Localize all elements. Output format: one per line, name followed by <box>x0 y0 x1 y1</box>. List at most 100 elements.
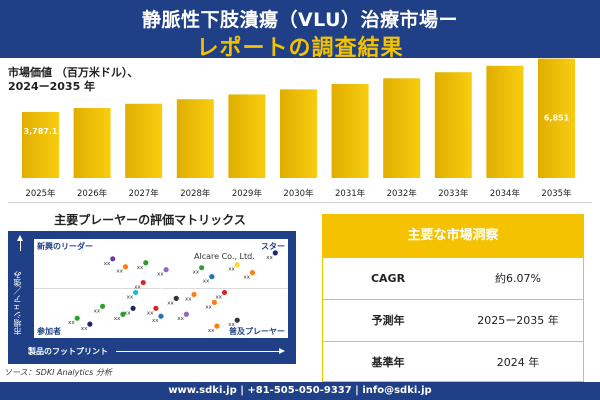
insight-key: 基準年 <box>371 356 405 369</box>
x-tick-label: 2031年 <box>335 188 366 199</box>
quadrant-participants: 参加者 <box>37 327 61 336</box>
company-point-label: xx <box>185 296 192 302</box>
matrix-x-axis-label: 製品のフットプリント <box>28 347 108 356</box>
company-point-label: xx <box>216 294 223 300</box>
company-point-label: xx <box>94 308 101 314</box>
company-point <box>214 323 220 329</box>
x-axis-arrow-icon <box>116 348 285 354</box>
company-point-label: xx <box>152 318 159 324</box>
company-point <box>158 313 164 319</box>
x-tick-label: 2025年 <box>25 188 56 199</box>
data-label: 3,787.1 <box>24 127 58 136</box>
company-point-label: xx <box>177 316 184 322</box>
x-tick-label: 2033年 <box>438 188 469 199</box>
company-point <box>272 250 278 256</box>
company-point <box>130 305 136 311</box>
source-note: ソース：SDKI Analytics 分析 <box>4 368 112 377</box>
bar <box>538 58 575 178</box>
company-point-label: xx <box>228 267 235 273</box>
x-tick-label: 2034年 <box>490 188 521 199</box>
company-point <box>87 321 93 327</box>
company-point-label: xx <box>167 300 174 306</box>
bar <box>73 107 111 178</box>
x-tick-label: 2026年 <box>77 188 108 199</box>
company-point-label: xx <box>203 279 210 285</box>
x-tick-label: 2027年 <box>129 188 160 199</box>
bar <box>331 83 369 178</box>
company-point <box>199 265 205 271</box>
matrix-title: 主要プレーヤーの評価マトリックス <box>54 213 246 227</box>
company-point-label: xx <box>193 270 200 276</box>
company-point <box>209 274 215 280</box>
company-point-label: xx <box>124 310 131 316</box>
data-label: 6,851 <box>544 114 570 123</box>
contact-footer: www.sdki.jp | +81-505-050-9337 | info@sd… <box>0 382 600 400</box>
company-point-label: xx <box>127 294 134 300</box>
highlight-company-label: Alcare Co., Ltd. <box>194 252 255 261</box>
company-point-label: xx <box>81 326 88 332</box>
insight-row-base-year: 基準年 2024 年 <box>323 341 583 383</box>
company-point-label: xx <box>137 265 144 271</box>
company-point <box>173 295 179 301</box>
report-title: 静脈性下肢潰瘍（VLU）治療市場ー <box>141 9 459 31</box>
quadrant-stars: スター <box>261 242 285 251</box>
company-point <box>140 279 146 286</box>
header-banner: 静脈性下肢潰瘍（VLU）治療市場ー レポートの調査結果 <box>0 0 600 61</box>
bar <box>486 65 524 178</box>
company-point <box>122 264 129 270</box>
company-point <box>133 289 139 296</box>
insight-key: 予測年 <box>371 314 405 327</box>
bar <box>176 99 214 178</box>
matrix-y-axis-label: 市場シェア／強み <box>13 271 22 335</box>
bar <box>383 78 421 178</box>
insight-value: 約6.07% <box>495 272 541 285</box>
x-tick-label: 2030年 <box>283 188 314 199</box>
insight-row-forecast-years: 予測年 2025ー2035 年 <box>323 299 583 341</box>
company-point <box>120 311 126 317</box>
company-point-label: xx <box>208 328 215 334</box>
bar <box>228 94 266 178</box>
x-tick-label: 2029年 <box>232 188 263 199</box>
section-divider <box>8 202 592 203</box>
company-point-label: xx <box>266 255 273 261</box>
company-point-label: xx <box>104 261 111 267</box>
company-point-label: xx <box>157 272 164 278</box>
insight-value: 2024 年 <box>496 356 540 369</box>
company-point <box>234 262 240 268</box>
bar <box>280 89 317 178</box>
bar <box>434 72 472 178</box>
insight-row-cagr: CAGR 約6.07% <box>323 257 583 299</box>
bar <box>125 103 163 178</box>
report-subtitle: レポートの調査結果 <box>196 36 404 61</box>
player-evaluation-matrix: 市場シェア／強み xx xx xx xx xx xx xx xx xx xx xx xx xx xx xx x… <box>8 231 296 364</box>
company-point-label: xx <box>68 320 75 326</box>
company-point <box>234 317 240 323</box>
company-point <box>211 299 217 305</box>
market-value-bar-chart: 2025年 3,787.1 2026年 2027年 2028年 2029年 2030年 203… <box>22 58 575 199</box>
insight-value: 2025ー2035 年 <box>477 314 559 327</box>
quadrant-emerging-leaders: 新興のリーダー <box>37 242 93 251</box>
company-point-label: xx <box>134 285 141 291</box>
company-point-label: xx <box>114 316 121 322</box>
insights-header: 主要な市場洞察 <box>323 215 583 257</box>
company-point <box>74 315 80 321</box>
company-point <box>183 311 189 317</box>
x-tick-label: 2028年 <box>180 188 211 199</box>
company-point-label: xx <box>147 310 154 316</box>
matrix-plot-area: xx xx xx xx xx xx xx xx xx xx xx xx xx xx xx xx xx xx xx xx… <box>34 239 288 338</box>
chart-subtitle: 市場価値 （百万米ドル）、 2024ー2035 年 <box>8 66 139 93</box>
company-point-label: xx <box>243 275 250 281</box>
x-tick-label: 2035年 <box>541 188 572 199</box>
quadrant-pervasive-players: 普及プレーヤー <box>229 327 285 336</box>
bar <box>22 111 59 178</box>
x-tick-label: 2032年 <box>387 188 418 199</box>
key-insights-table: 主要な市場洞察 CAGR 約6.07% 予測年 2025ー2035 年 基準年 … <box>322 214 584 382</box>
company-point <box>191 291 197 298</box>
company-point <box>99 303 106 309</box>
company-point <box>249 270 256 276</box>
y-axis-arrow-icon <box>17 235 23 251</box>
company-point <box>153 305 159 311</box>
company-point-label: xx <box>228 322 235 328</box>
company-point-label: xx <box>205 304 212 310</box>
